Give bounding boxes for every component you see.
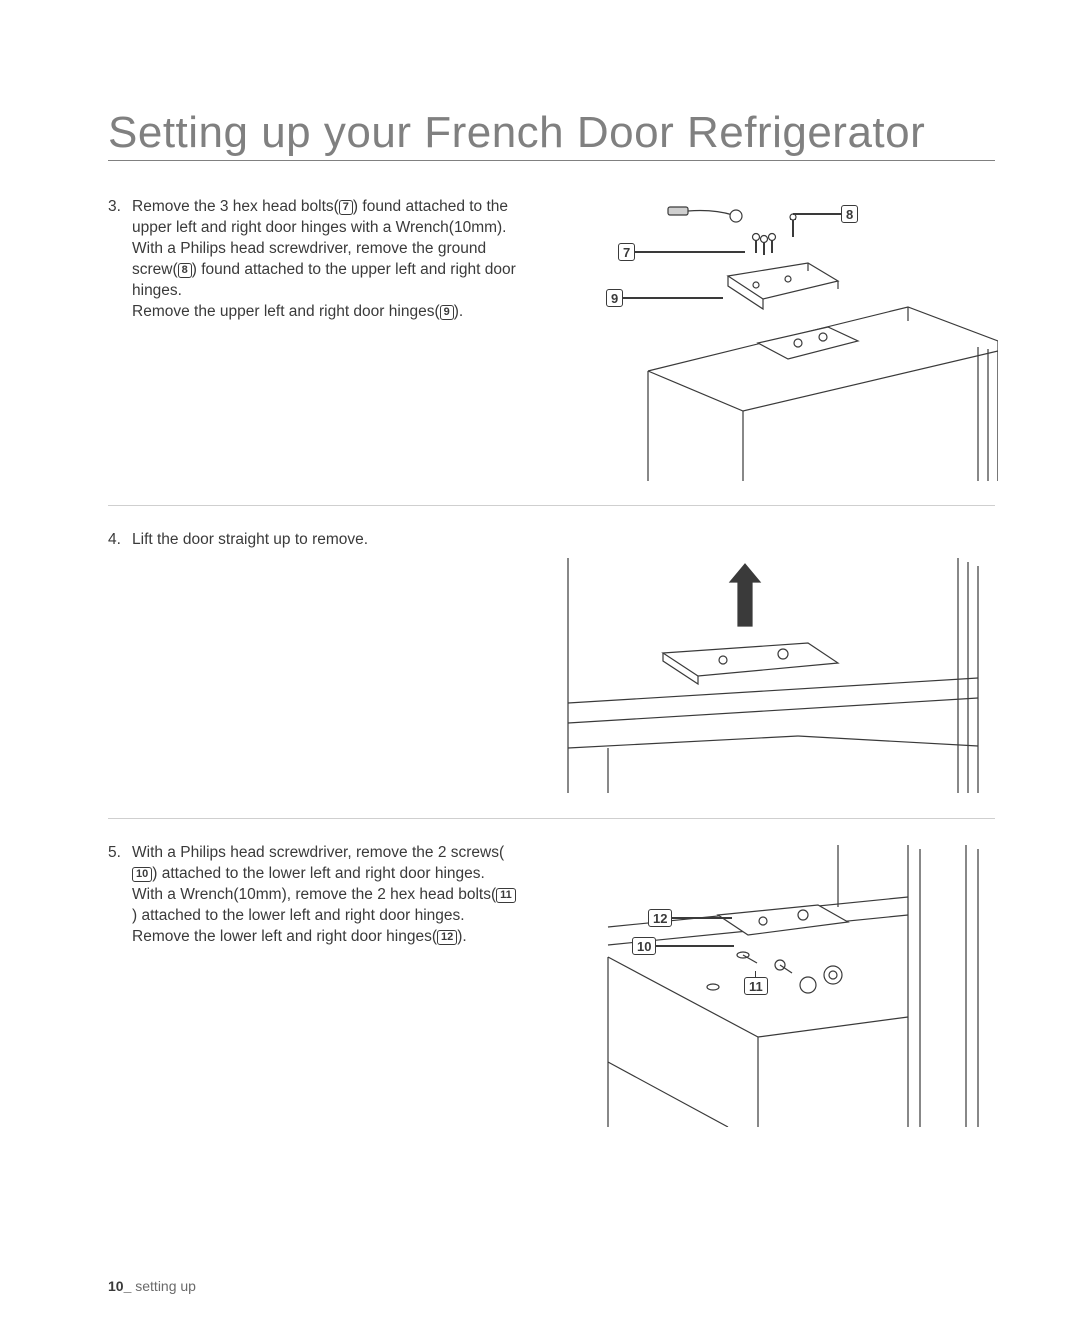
- step-4-body: Lift the door straight up to remove.: [132, 530, 368, 551]
- step-5-diagram: 12 10 11: [548, 837, 988, 1127]
- step-4: 4. Lift the door straight up to remove.: [108, 530, 995, 810]
- ref-8-inline: 8: [178, 263, 192, 278]
- step-4-number: 4.: [108, 530, 126, 551]
- callout-7: 7: [618, 243, 745, 261]
- step-3-number: 3.: [108, 197, 126, 218]
- ref-12-inline: 12: [437, 930, 457, 945]
- ref-11-inline: 11: [496, 888, 516, 903]
- callout-11: 11: [744, 971, 768, 995]
- step-5: 5. With a Philips head screwdriver, remo…: [108, 843, 995, 1143]
- ref-10-inline: 10: [132, 867, 152, 882]
- page-title: Setting up your French Door Refrigerator: [108, 108, 995, 161]
- callout-10: 10: [632, 937, 734, 955]
- step-3: 3. Remove the 3 hex head bolts(7) found …: [108, 197, 995, 497]
- divider-2: [108, 818, 995, 819]
- ref-9-inline: 9: [440, 305, 454, 320]
- step-5-number: 5.: [108, 843, 126, 864]
- page-footer: 10_ setting up: [108, 1278, 196, 1294]
- step-5-body: With a Philips head screwdriver, remove …: [132, 843, 518, 948]
- ref-7-inline: 7: [339, 200, 353, 215]
- step-4-diagram: [548, 548, 988, 793]
- callout-8: 8: [793, 205, 858, 223]
- callout-9: 9: [606, 289, 723, 307]
- divider-1: [108, 505, 995, 506]
- step-3-diagram: 7 8 9: [498, 191, 998, 481]
- step-3-body: Remove the 3 hex head bolts(7) found att…: [132, 197, 518, 323]
- callout-12: 12: [648, 909, 732, 927]
